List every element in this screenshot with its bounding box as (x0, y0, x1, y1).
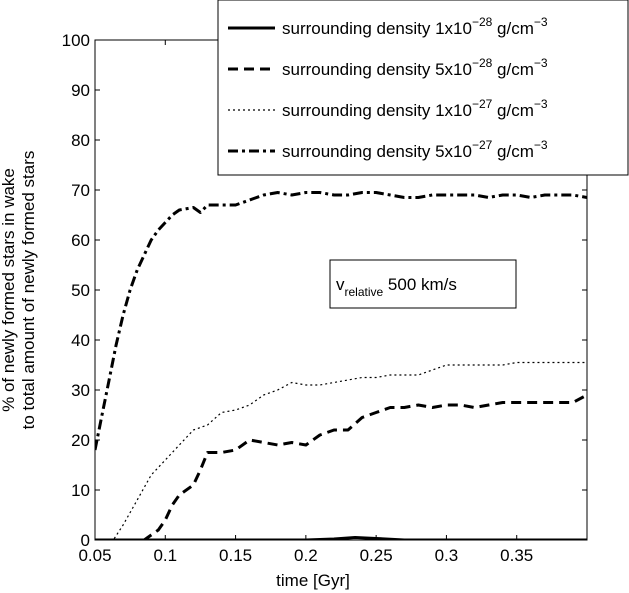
y-tick-label: 40 (71, 331, 90, 350)
series-line-1 (95, 536, 587, 540)
y-tick-label: 50 (71, 281, 90, 300)
y-tick-label: 20 (71, 431, 90, 450)
legend-label-3: surrounding density 1x10−27 g/cm−3 (282, 97, 548, 120)
legend-label-2: surrounding density 5x10−28 g/cm−3 (282, 56, 548, 79)
x-tick-label: 0.35 (500, 546, 533, 565)
series-line-4 (95, 191, 587, 451)
series-line-3 (95, 361, 587, 540)
x-axis-label: time [Gyr] (276, 571, 350, 590)
x-tick-label: 0.1 (153, 546, 177, 565)
annotation-box: vrelative 500 km/s (329, 259, 517, 309)
y-tick-label: 10 (71, 481, 90, 500)
x-tick-label: 0.15 (219, 546, 252, 565)
legend: surrounding density 1x10−28 g/cm−3 surrou… (217, 0, 629, 176)
y-axis-label-line1: % of newly formed stars in wake (0, 168, 18, 412)
y-tick-label: 0 (81, 531, 90, 550)
y-tick-label: 60 (71, 231, 90, 250)
x-tick-label: 0.05 (78, 546, 111, 565)
series-line-2 (95, 393, 587, 540)
annotation-text: vrelative 500 km/s (336, 275, 457, 299)
legend-label-4: surrounding density 5x10−27 g/cm−3 (282, 138, 548, 161)
x-tick-label: 0.25 (360, 546, 393, 565)
y-tick-label: 80 (71, 131, 90, 150)
y-axis: 0 10 20 30 40 50 60 70 80 90 100 (62, 31, 587, 550)
series-layer (95, 191, 587, 540)
y-tick-label: 90 (71, 81, 90, 100)
legend-label-1: surrounding density 1x10−28 g/cm−3 (282, 15, 548, 38)
y-tick-label: 70 (71, 181, 90, 200)
x-tick-label: 0.3 (435, 546, 459, 565)
x-tick-label: 0.2 (294, 546, 318, 565)
y-tick-label: 30 (71, 381, 90, 400)
y-tick-label: 100 (62, 31, 90, 50)
y-axis-label-line2: to total amount of newly formed stars (19, 151, 38, 430)
